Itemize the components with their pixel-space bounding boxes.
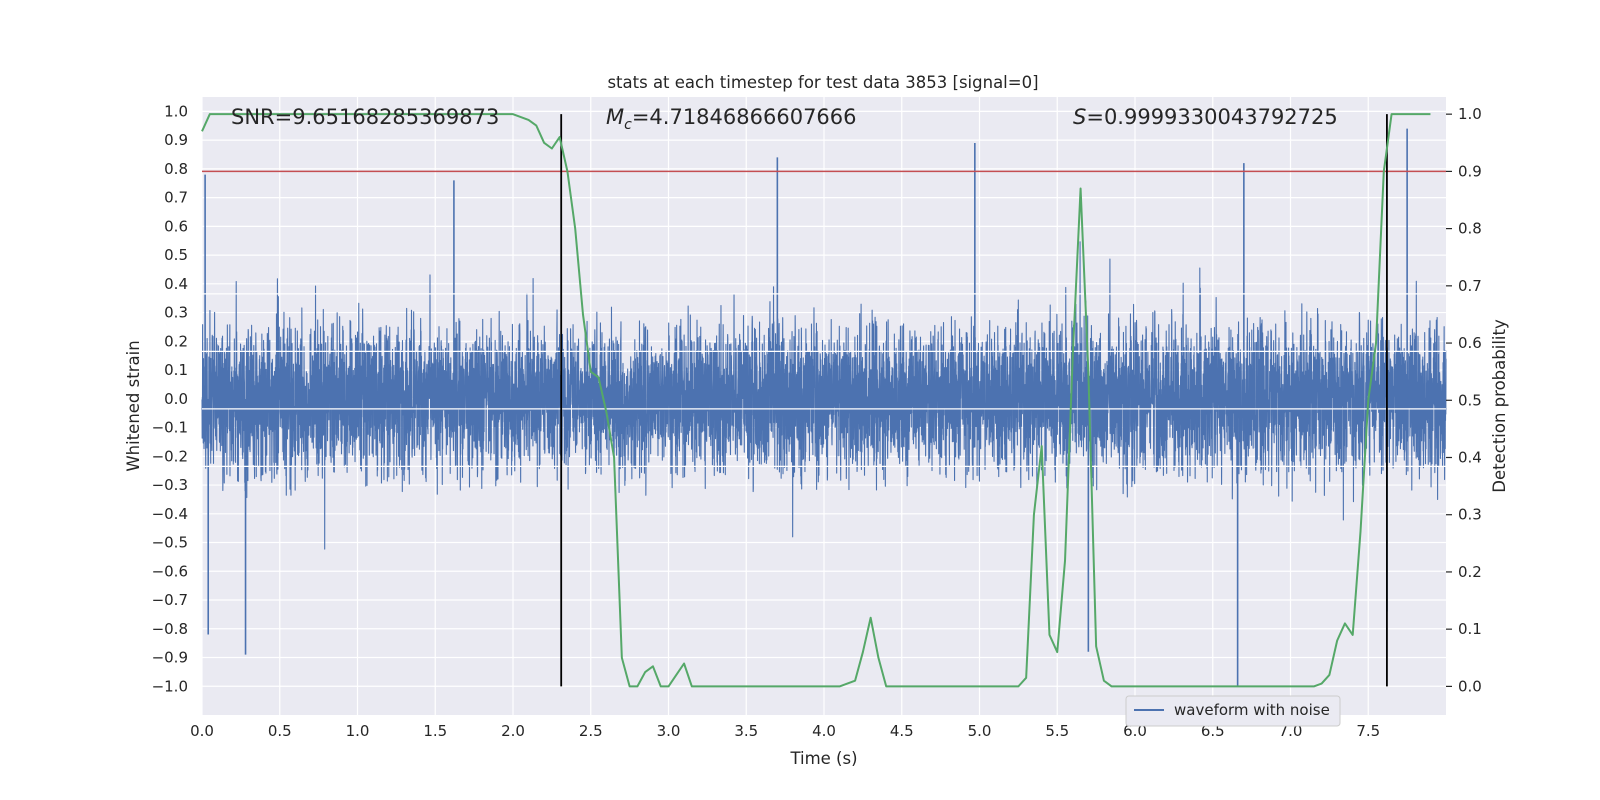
x-tick-label: 0.0 [190, 722, 214, 740]
y2-tick-label: 0.0 [1458, 677, 1482, 695]
legend: waveform with noise [1125, 695, 1341, 727]
snr-annotation: SNR=9.65168285369873 [231, 105, 499, 129]
detection-probability-line [201, 113, 1431, 688]
y-tick-label: 0.5 [164, 246, 188, 264]
x-tick-label: 5.0 [968, 722, 992, 740]
y-tick-label: −0.9 [152, 649, 188, 667]
y-axis-title: Whitened strain [124, 340, 143, 471]
chirp-mass-subscript: c [624, 117, 632, 133]
legend-box [1125, 695, 1341, 727]
y-tick-label: −0.8 [152, 620, 188, 638]
y-tick-label: 0.2 [164, 332, 188, 350]
y2-tick-label: 1.0 [1458, 105, 1482, 123]
x-tick-label: 3.5 [734, 722, 758, 740]
overlay-layer [202, 114, 1446, 687]
detection-probability-series [201, 113, 1431, 688]
y-tick-label: 0.0 [164, 390, 188, 408]
x-tick-label: 4.0 [812, 722, 836, 740]
x-tick-label: 5.5 [1045, 722, 1069, 740]
y-tick-label: 0.6 [164, 217, 188, 235]
y2-tick-label: 0.3 [1458, 506, 1482, 524]
x-tick-label: 3.0 [657, 722, 681, 740]
y2-tick-label: 0.2 [1458, 563, 1482, 581]
score-symbol: S [1073, 105, 1086, 129]
x-tick-label: 0.5 [268, 722, 292, 740]
x-tick-label: 1.0 [346, 722, 370, 740]
chirp-mass-value: =4.71846866607666 [632, 105, 857, 129]
axes-layer: 0.0 0.5 1.0 1.5 2.0 2.5 3.0 3.5 4.0 4.5 5.0 5.5 6.0 6… [152, 102, 1482, 740]
x-tick-label: 4.5 [890, 722, 914, 740]
y-tick-label: 0.3 [164, 304, 188, 322]
y-tick-label: 0.1 [164, 361, 188, 379]
y2-tick-label: 0.1 [1458, 620, 1482, 638]
y-tick-label: −0.4 [152, 505, 188, 523]
y2-tick-label: 0.4 [1458, 449, 1482, 467]
y-tick-label: 0.4 [164, 275, 188, 293]
y-tick-label: −0.1 [152, 419, 188, 437]
y-tick-label: −1.0 [152, 677, 188, 695]
y-tick-label: −0.3 [152, 476, 188, 494]
y2-tick-label: 0.5 [1458, 391, 1482, 409]
y-tick-label: 1.0 [164, 102, 188, 120]
x-tick-label: 1.5 [423, 722, 447, 740]
y2-axis-title: Detection probability [1490, 319, 1509, 493]
x-axis-title: Time (s) [789, 749, 857, 768]
y-tick-label: −0.6 [152, 562, 188, 580]
y2-tick-label: 0.8 [1458, 220, 1482, 238]
legend-label-waveform: waveform with noise [1174, 701, 1330, 719]
y-tick-label: 0.9 [164, 131, 188, 149]
chirp-mass-symbol: M [606, 105, 624, 129]
y2-tick-label: 0.7 [1458, 277, 1482, 295]
y2-tick-label: 0.9 [1458, 162, 1482, 180]
chart-title: stats at each timestep for test data 385… [607, 73, 1038, 92]
x-tick-label: 2.0 [501, 722, 525, 740]
y-tick-label: −0.7 [152, 591, 188, 609]
y-tick-label: 0.7 [164, 189, 188, 207]
y-tick-label: −0.2 [152, 447, 188, 465]
x-tick-label: 2.5 [579, 722, 603, 740]
x-tick-label: 7.5 [1356, 722, 1380, 740]
y-tick-label: 0.8 [164, 160, 188, 178]
waveform-line [201, 241, 1447, 550]
y2-tick-label: 0.6 [1458, 334, 1482, 352]
y-tick-label: −0.5 [152, 534, 188, 552]
score-annotation: S=0.9999330043792725 [1073, 105, 1338, 129]
score-value: =0.9999330043792725 [1086, 105, 1337, 129]
chirp-mass-annotation: Mc=4.71846866607666 [606, 105, 857, 133]
